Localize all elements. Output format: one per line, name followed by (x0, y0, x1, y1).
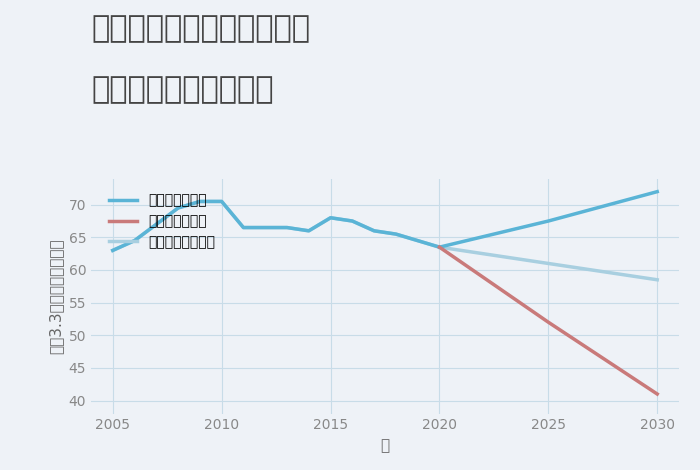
グッドシナリオ (108, 248, 117, 253)
Text: 兵庫県姫路市夢前町戸倉の: 兵庫県姫路市夢前町戸倉の (91, 14, 310, 43)
Y-axis label: 坪（3.3㎡）単価（万円）: 坪（3.3㎡）単価（万円） (48, 238, 63, 354)
ノーマルシナリオ (304, 228, 313, 234)
グッドシナリオ (414, 238, 422, 243)
グッドシナリオ (239, 225, 248, 230)
Legend: グッドシナリオ, バッドシナリオ, ノーマルシナリオ: グッドシナリオ, バッドシナリオ, ノーマルシナリオ (104, 188, 220, 255)
Line: ノーマルシナリオ: ノーマルシナリオ (113, 202, 440, 251)
バッドシナリオ (435, 244, 444, 250)
ノーマルシナリオ (108, 248, 117, 253)
Line: グッドシナリオ: グッドシナリオ (113, 202, 440, 251)
グッドシナリオ (196, 199, 204, 204)
ノーマルシナリオ (283, 225, 291, 230)
ノーマルシナリオ (196, 199, 204, 204)
ノーマルシナリオ (392, 231, 400, 237)
ノーマルシナリオ (435, 244, 444, 250)
グッドシナリオ (435, 244, 444, 250)
グッドシナリオ (304, 228, 313, 234)
グッドシナリオ (174, 205, 182, 211)
X-axis label: 年: 年 (380, 438, 390, 453)
グッドシナリオ (261, 225, 270, 230)
ノーマルシナリオ (326, 215, 335, 220)
ノーマルシナリオ (239, 225, 248, 230)
グッドシナリオ (392, 231, 400, 237)
ノーマルシナリオ (261, 225, 270, 230)
グッドシナリオ (152, 221, 160, 227)
グッドシナリオ (130, 238, 139, 243)
ノーマルシナリオ (370, 228, 378, 234)
バッドシナリオ (544, 320, 552, 325)
ノーマルシナリオ (152, 221, 160, 227)
グッドシナリオ (370, 228, 378, 234)
グッドシナリオ (326, 215, 335, 220)
ノーマルシナリオ (414, 238, 422, 243)
グッドシナリオ (218, 199, 226, 204)
ノーマルシナリオ (174, 205, 182, 211)
ノーマルシナリオ (218, 199, 226, 204)
ノーマルシナリオ (348, 218, 356, 224)
グッドシナリオ (283, 225, 291, 230)
グッドシナリオ (348, 218, 356, 224)
Text: 中古戸建ての価格推移: 中古戸建ての価格推移 (91, 75, 274, 104)
バッドシナリオ (653, 391, 662, 397)
Line: バッドシナリオ: バッドシナリオ (440, 247, 657, 394)
ノーマルシナリオ (130, 238, 139, 243)
